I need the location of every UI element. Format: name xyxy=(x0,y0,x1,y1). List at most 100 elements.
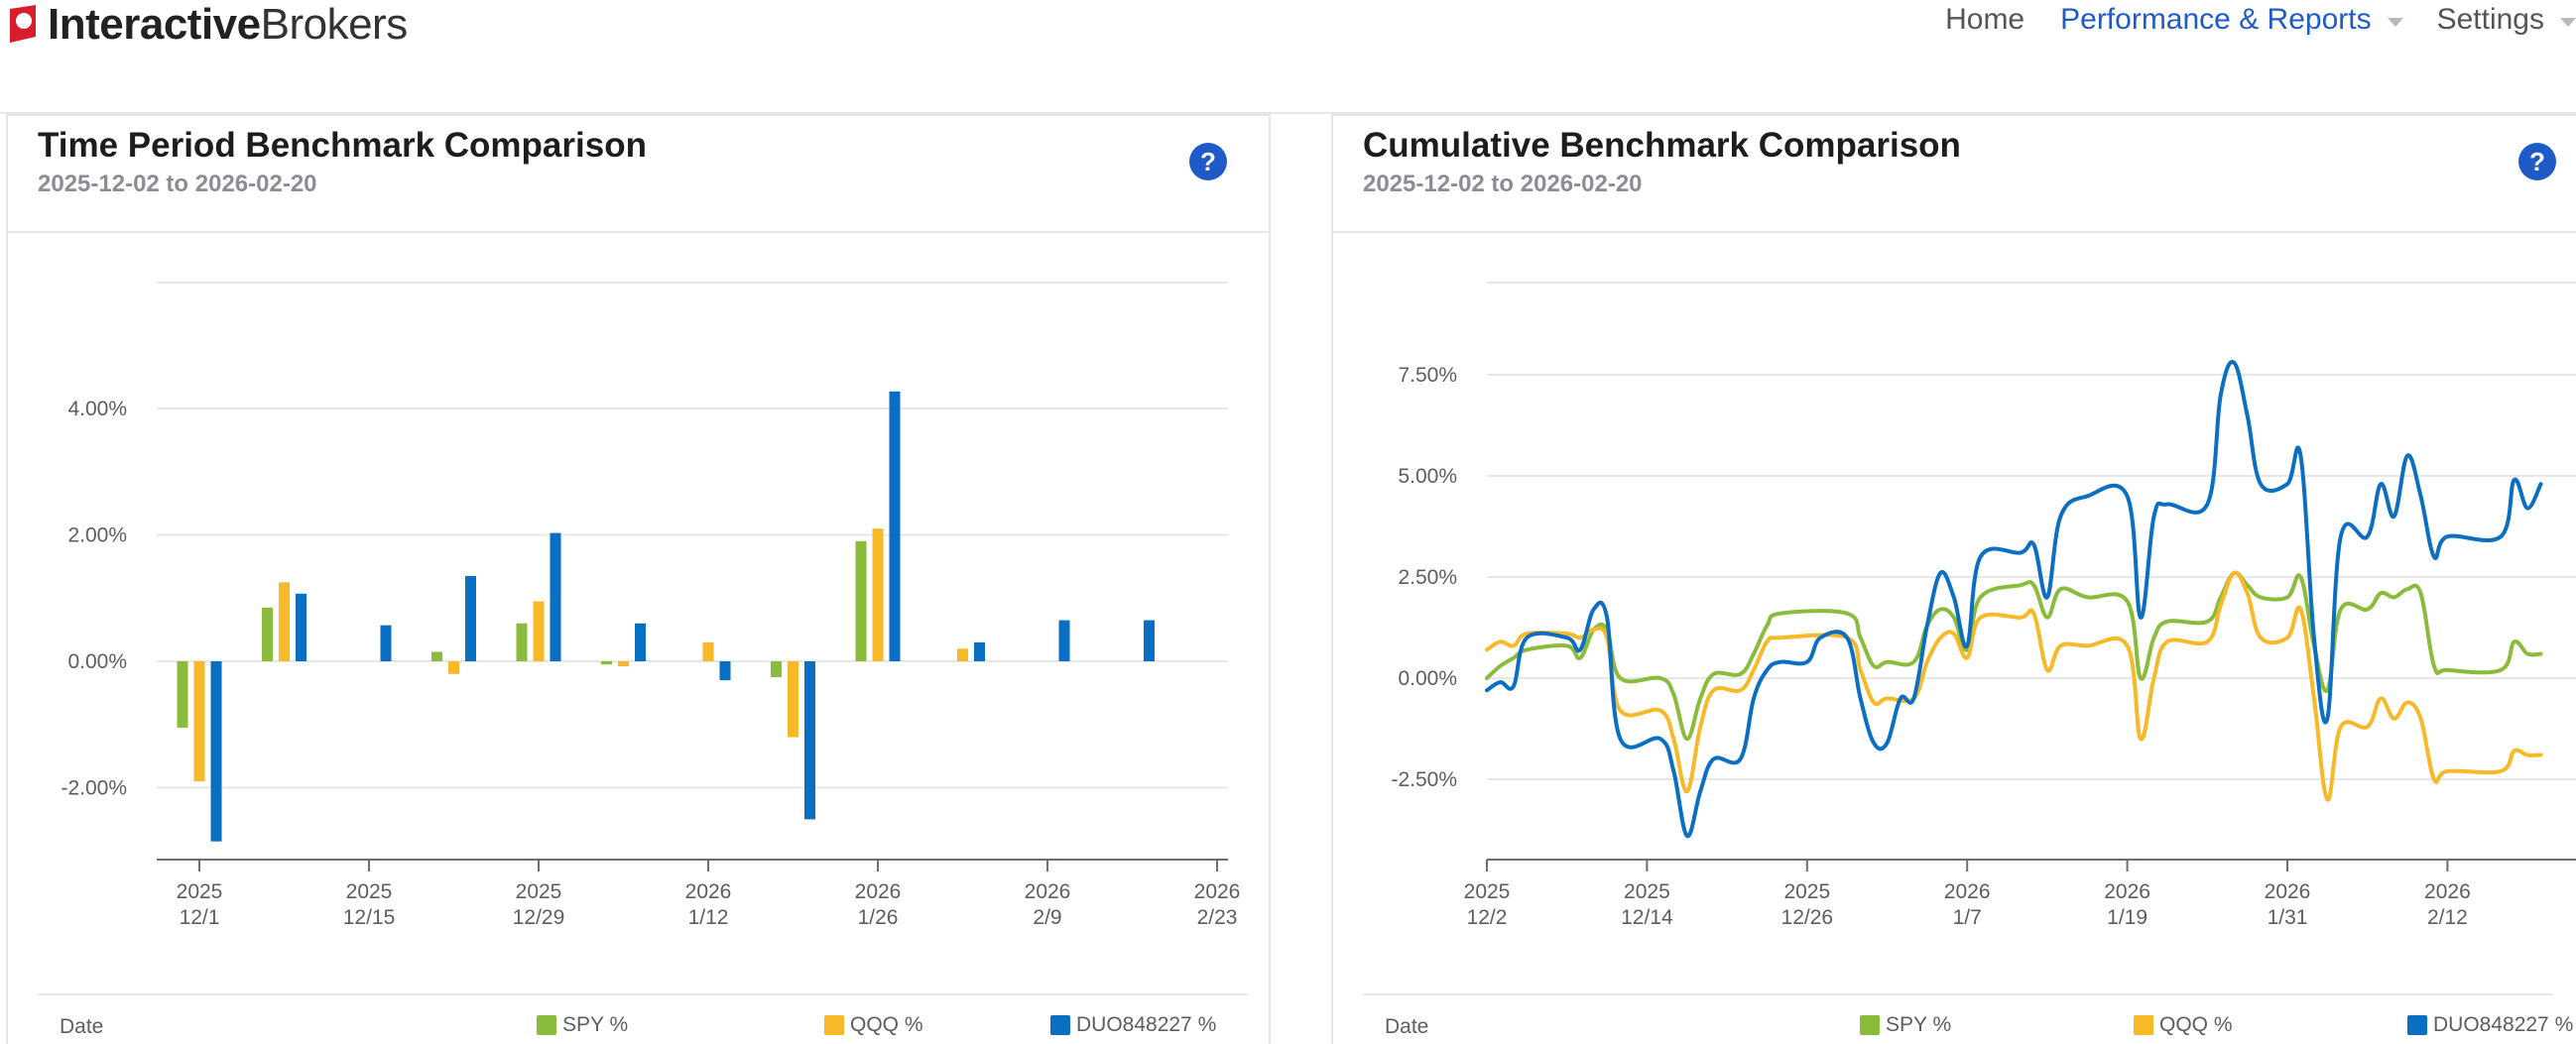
panel-header: Time Period Benchmark Comparison 2025-12… xyxy=(8,116,1269,233)
legend-swatch-spy xyxy=(537,1015,556,1035)
legend-qqq-label: QQQ % xyxy=(850,1013,923,1036)
bar-duo xyxy=(804,661,815,820)
x-tick-date: 1/31 xyxy=(2268,906,2308,929)
nav-settings[interactable]: Settings xyxy=(2437,3,2576,37)
panel-header: Cumulative Benchmark Comparison 2025-12-… xyxy=(1333,116,2576,233)
bar-qqq xyxy=(702,641,714,661)
x-tick-date: 1/12 xyxy=(688,906,729,929)
legend-duo-label: DUO848227 % xyxy=(2433,1013,2574,1036)
y-tick-label: 4.00% xyxy=(67,398,127,420)
nav-settings-label: Settings xyxy=(2436,3,2544,36)
bar-spy xyxy=(177,661,188,728)
bar-duo xyxy=(974,641,985,661)
bar-spy xyxy=(855,540,867,661)
x-tick-year: 2026 xyxy=(2104,880,2150,903)
chevron-down-icon xyxy=(2387,17,2403,27)
legend-duo-label: DUO848227 % xyxy=(1076,1013,1217,1036)
bar-qqq xyxy=(872,528,884,661)
legend-qqq[interactable]: QQQ % xyxy=(2134,1013,2233,1037)
bar-spy xyxy=(431,651,442,661)
y-tick-label: 7.50% xyxy=(1398,364,1457,387)
bar-qqq xyxy=(448,661,459,674)
x-tick-date: 2/12 xyxy=(2427,906,2468,929)
bar-spy xyxy=(771,661,782,677)
x-tick-year: 2025 xyxy=(1624,880,1670,903)
bar-duo xyxy=(380,625,392,661)
panel-title: Time Period Benchmark Comparison xyxy=(38,126,647,165)
x-tick-year: 2025 xyxy=(1783,880,1830,903)
bar-duo xyxy=(210,661,222,842)
time-period-benchmark-panel: Time Period Benchmark Comparison 2025-12… xyxy=(6,114,1271,1044)
panel-date-range: 2025-12-02 to 2026-02-20 xyxy=(38,171,317,197)
legend-swatch-duo xyxy=(1050,1015,1070,1035)
nav-performance-reports[interactable]: Performance & Reports xyxy=(2060,3,2403,37)
top-navigation-bar: InteractiveBrokers Home Performance & Re… xyxy=(0,0,2576,114)
legend-qqq-label: QQQ % xyxy=(2159,1013,2233,1036)
legend-swatch-spy xyxy=(1860,1015,1880,1035)
series-line-qqq xyxy=(1485,570,2543,802)
help-icon[interactable]: ? xyxy=(2518,143,2556,180)
y-tick-label: 0.00% xyxy=(1398,667,1457,690)
bar-duo xyxy=(465,575,476,661)
x-tick-date: 12/1 xyxy=(180,906,220,929)
legend-duo[interactable]: DUO848227 % xyxy=(1050,1013,1216,1037)
bar-duo xyxy=(719,661,731,681)
line-chart: 7.50% 5.00% 2.50% 0.00% -2.50% 2025 12/2 2025 12… xyxy=(1391,282,2576,929)
legend-spy-label: SPY % xyxy=(562,1013,629,1036)
main-nav: Home Performance & Reports Settings xyxy=(1945,0,2576,40)
legend-date-label: Date xyxy=(60,1015,104,1038)
y-tick-label: 5.00% xyxy=(1398,465,1457,488)
cumulative-benchmark-panel: Cumulative Benchmark Comparison 2025-12-… xyxy=(1331,114,2576,1044)
bar-qqq xyxy=(618,661,629,667)
x-tick-date: 12/2 xyxy=(1467,906,1508,929)
legend-date-label: Date xyxy=(1385,1015,1429,1038)
x-tick-year: 2025 xyxy=(1464,880,1511,903)
bar-qqq xyxy=(193,661,205,782)
logo[interactable]: InteractiveBrokers xyxy=(6,0,408,50)
legend-swatch-qqq xyxy=(824,1015,844,1035)
bar-duo xyxy=(889,391,901,661)
x-tick-year: 2026 xyxy=(1194,880,1241,903)
x-tick-year: 2026 xyxy=(1025,880,1071,903)
x-tick-year: 2025 xyxy=(177,880,223,903)
x-tick-date: 1/26 xyxy=(858,906,899,929)
logo-text: InteractiveBrokers xyxy=(48,0,408,49)
help-icon[interactable]: ? xyxy=(1189,143,1227,180)
legend-spy[interactable]: SPY % xyxy=(1860,1013,1951,1037)
bar-qqq xyxy=(957,648,968,661)
panel-title: Cumulative Benchmark Comparison xyxy=(1363,126,1961,165)
legend-duo[interactable]: DUO848227 % xyxy=(2407,1013,2573,1037)
x-tick-year: 2026 xyxy=(1944,880,1991,903)
x-tick-date: 12/14 xyxy=(1621,906,1673,929)
series-line-duo xyxy=(1485,360,2543,839)
y-tick-label: -2.00% xyxy=(61,777,127,800)
x-tick-date: 12/15 xyxy=(343,906,396,929)
logo-mark-icon xyxy=(6,3,40,47)
bar-spy xyxy=(516,623,528,661)
chart-legend: Date SPY % QQQ % DUO848227 % xyxy=(38,993,1248,1044)
legend-spy-label: SPY % xyxy=(1886,1013,1952,1036)
bar-spy xyxy=(601,661,612,665)
x-tick-year: 2025 xyxy=(346,880,393,903)
nav-home[interactable]: Home xyxy=(1945,3,2024,37)
y-tick-label: 2.50% xyxy=(1398,566,1457,589)
x-tick-date: 2/9 xyxy=(1033,906,1061,929)
legend-spy[interactable]: SPY % xyxy=(537,1013,628,1037)
x-tick-date: 2/23 xyxy=(1197,906,1238,929)
chart-legend: Date SPY % QQQ % DUO848227 % xyxy=(1363,993,2573,1044)
x-tick-year: 2026 xyxy=(2265,880,2311,903)
bar-qqq xyxy=(279,582,290,661)
bar-qqq xyxy=(533,601,545,661)
chevron-down-icon xyxy=(2560,17,2576,27)
x-tick-date: 12/29 xyxy=(513,906,565,929)
x-tick-year: 2025 xyxy=(516,880,562,903)
bar-spy xyxy=(262,607,273,661)
nav-performance-reports-label: Performance & Reports xyxy=(2060,3,2372,36)
legend-qqq[interactable]: QQQ % xyxy=(824,1013,923,1037)
y-tick-label: -2.50% xyxy=(1391,768,1457,791)
bar-duo xyxy=(296,593,307,661)
bar-duo xyxy=(1144,620,1155,661)
x-tick-year: 2026 xyxy=(685,880,732,903)
legend-swatch-qqq xyxy=(2134,1015,2153,1035)
x-tick-date: 1/7 xyxy=(1953,906,1982,929)
